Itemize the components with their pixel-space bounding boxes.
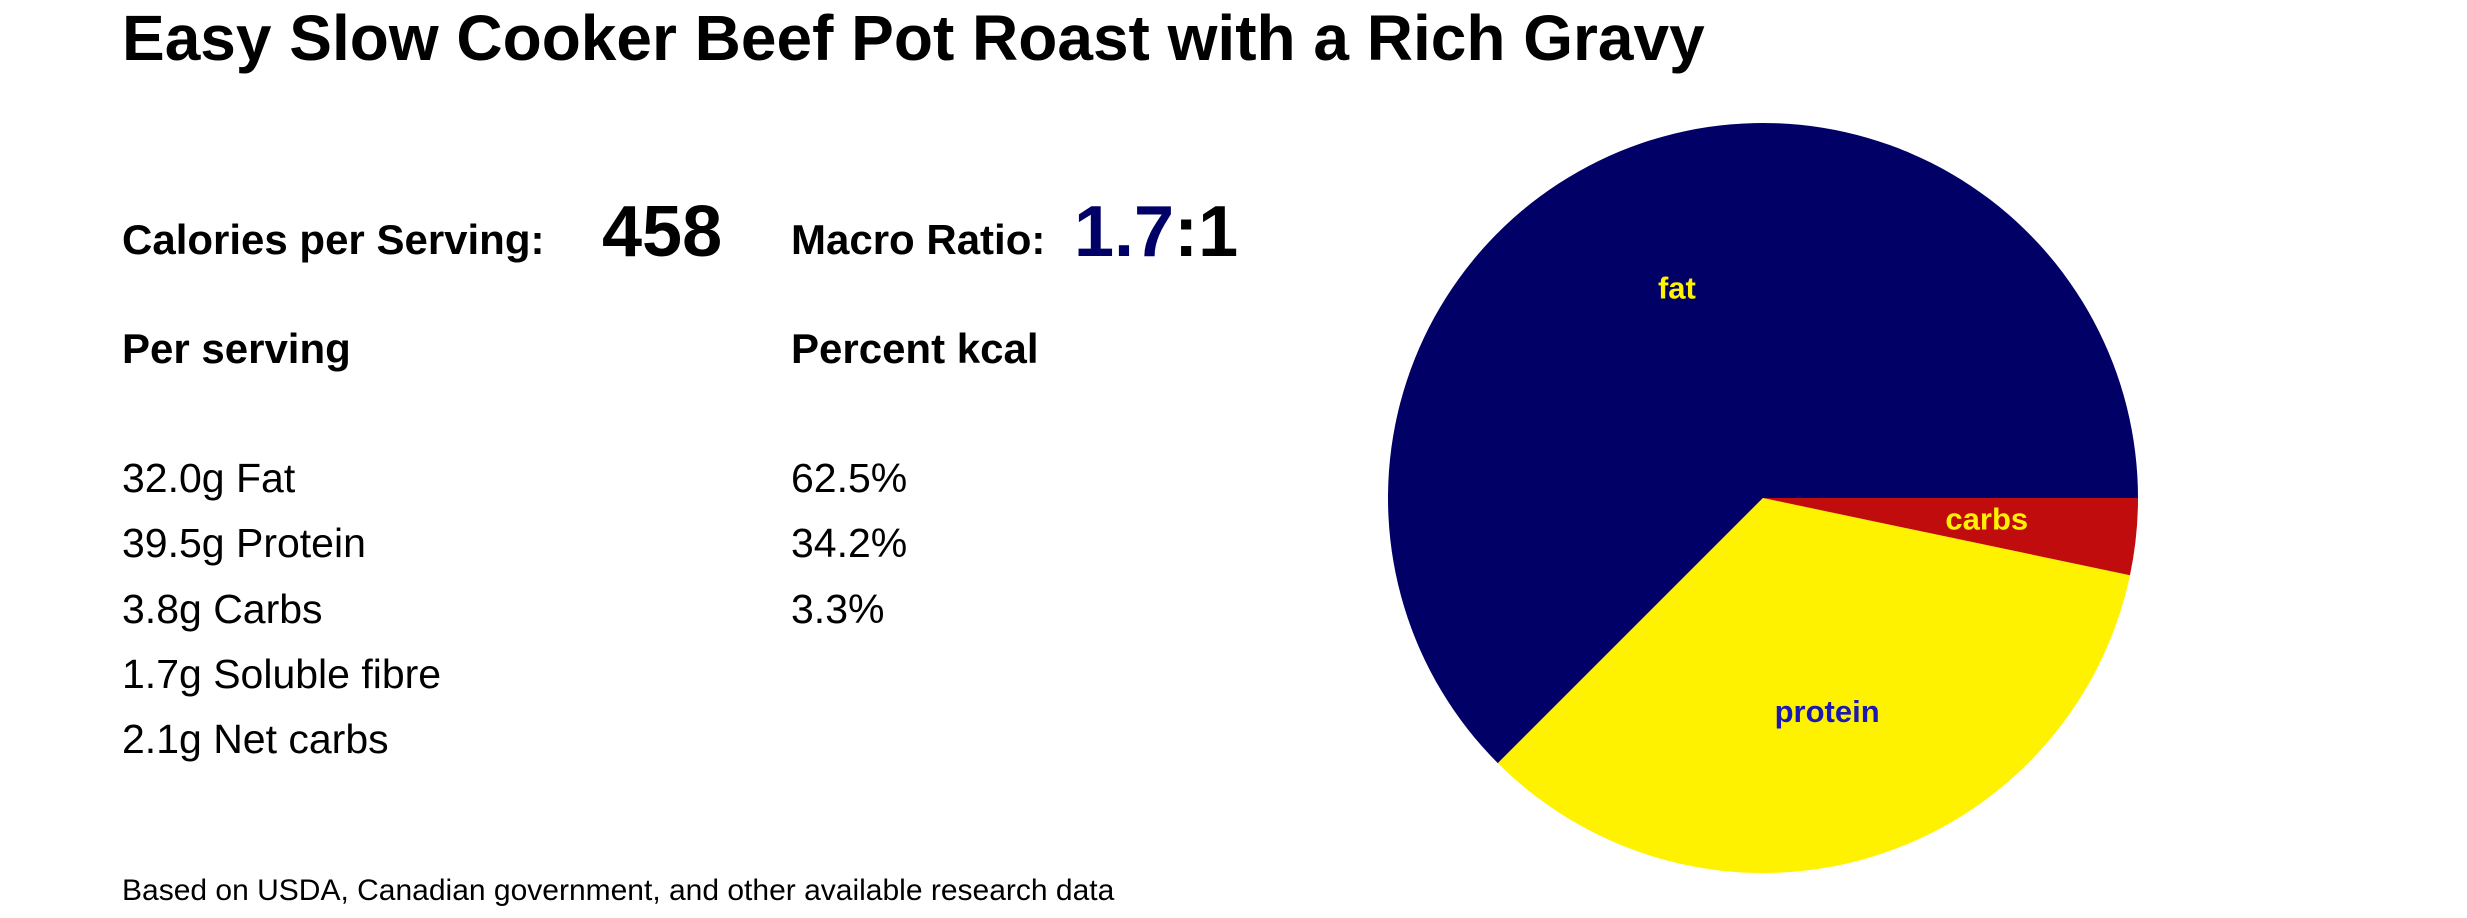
calories-value: 458 — [602, 192, 723, 272]
table-header: Percent kcal — [791, 325, 1039, 372]
table-cell: 62.5% — [791, 455, 908, 501]
table-cell: 3.3% — [791, 585, 885, 632]
slice-label: carbs — [1945, 501, 2028, 536]
slice-label: protein — [1775, 694, 1880, 729]
table-cell: 39.5g Protein — [122, 520, 366, 567]
table-header: Per serving — [122, 325, 351, 372]
calories-label: Calories per Serving: — [122, 216, 545, 263]
table-cell: 1.7g Soluble fibre — [122, 650, 442, 697]
table-cell: 3.8g Carbs — [122, 585, 323, 632]
slice-label: fat — [1658, 270, 1696, 305]
macro-ratio-label: Macro Ratio: — [791, 216, 1046, 263]
pie-slice — [1387, 122, 2138, 764]
macro-ratio-value: 1.7 — [1074, 192, 1175, 272]
table-cell: 32.0g Fat — [122, 455, 296, 501]
footnote: Based on USDA, Canadian government, and … — [122, 874, 1115, 907]
macro-ratio-rest: :1 — [1174, 192, 1239, 272]
title: Easy Slow Cooker Beef Pot Roast with a R… — [122, 2, 1705, 74]
table-cell: 34.2% — [791, 520, 908, 567]
macro-ratio: 1.7:1 — [1074, 196, 1238, 268]
pie-slice — [1497, 498, 2130, 873]
table-cell: 2.1g Net carbs — [122, 716, 389, 763]
pie-slice — [1763, 498, 2138, 576]
